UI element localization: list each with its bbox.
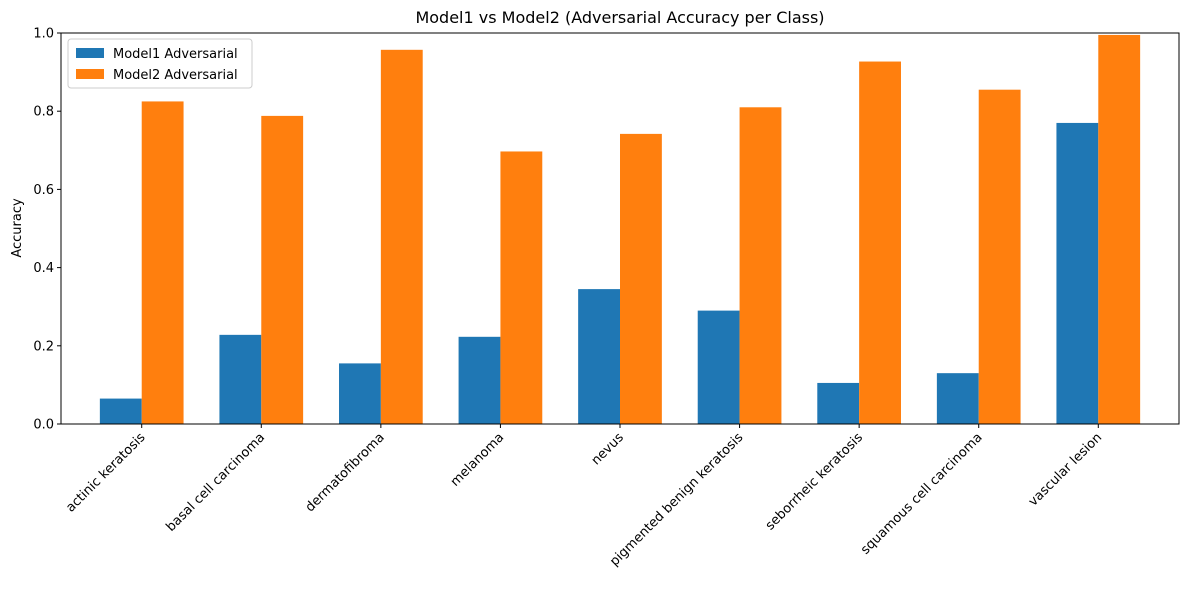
bars-group	[99, 34, 1141, 425]
x-tick-label: squamous cell carcinoma	[858, 430, 985, 557]
y-axis-ticks: 0.0 0.2 0.4 0.6 0.8 1.0	[33, 27, 61, 433]
bar-model1-0	[99, 398, 142, 424]
bar-model2-3	[500, 151, 543, 424]
bar-model2-4	[620, 133, 662, 424]
bar-model2-7	[978, 89, 1021, 424]
legend-label-model2: Model2 Adversarial	[113, 68, 238, 83]
bar-model2-8	[1098, 34, 1141, 424]
y-axis-label: Accuracy	[10, 198, 25, 258]
chart-title: Model1 vs Model2 (Adversarial Accuracy p…	[415, 8, 824, 27]
x-tick-label: nevus	[589, 430, 627, 468]
legend: Model1 Adversarial Model2 Adversarial	[67, 38, 253, 89]
x-tick-label: basal cell carcinoma	[163, 430, 268, 535]
y-tick-label: 0.8	[33, 105, 54, 120]
y-tick-label: 0.4	[33, 261, 54, 276]
y-tick-label: 0.2	[33, 339, 54, 354]
bar-model2-1	[261, 115, 304, 424]
x-tick-label: seborrheic keratosis	[763, 430, 866, 533]
bar-model2-0	[141, 101, 184, 425]
bar-model1-8	[1056, 122, 1099, 425]
legend-swatch-model2	[76, 69, 104, 79]
y-tick-label: 0.0	[33, 418, 54, 433]
bar-model1-5	[697, 310, 740, 424]
bar-model2-5	[739, 107, 782, 424]
legend-box	[67, 38, 253, 89]
x-tick-label: pigmented benign keratosis	[607, 430, 746, 569]
x-tick-label: dermatofibroma	[303, 430, 388, 515]
plot-frame	[60, 32, 1180, 425]
bar-model1-2	[339, 363, 381, 424]
legend-label-model1: Model1 Adversarial	[113, 47, 238, 62]
legend-swatch-model1	[76, 48, 104, 58]
bar-model1-7	[936, 373, 979, 424]
bar-model2-6	[859, 61, 901, 424]
y-tick-label: 0.6	[33, 183, 54, 198]
bar-model1-3	[458, 336, 501, 424]
x-tick-label: actinic keratosis	[63, 430, 148, 515]
bar-model1-1	[219, 334, 262, 424]
y-tick-label: 1.0	[33, 27, 54, 42]
x-axis-ticks: actinic keratosis basal cell carcinoma der…	[63, 424, 1105, 569]
bar-model1-6	[817, 382, 860, 424]
x-tick-label: vascular lesion	[1026, 430, 1105, 509]
bar-model2-2	[380, 49, 423, 425]
bar-model1-4	[578, 289, 620, 424]
x-tick-label: melanoma	[448, 430, 507, 489]
